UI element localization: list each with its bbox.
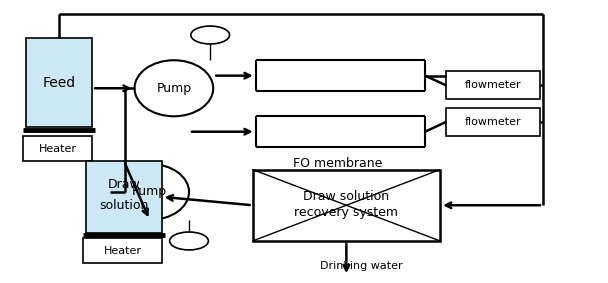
- Bar: [26, 38, 92, 127]
- Ellipse shape: [134, 60, 213, 116]
- Bar: [446, 108, 540, 136]
- Bar: [86, 161, 162, 233]
- Circle shape: [170, 232, 209, 250]
- Text: Heater: Heater: [39, 143, 77, 153]
- Bar: [83, 238, 162, 263]
- Text: Drinking water: Drinking water: [320, 261, 403, 271]
- Text: Heater: Heater: [103, 246, 142, 256]
- Ellipse shape: [110, 164, 189, 220]
- Bar: [22, 136, 92, 161]
- Bar: [252, 170, 440, 241]
- Text: flowmeter: flowmeter: [465, 117, 522, 127]
- Text: flowmeter: flowmeter: [465, 80, 522, 91]
- Text: Pump: Pump: [156, 82, 192, 95]
- Text: solution: solution: [100, 200, 149, 213]
- Text: Draw solution: Draw solution: [303, 190, 390, 203]
- Text: FO membrane: FO membrane: [292, 157, 382, 170]
- Text: recovery system: recovery system: [294, 207, 398, 219]
- Text: Draw: Draw: [108, 179, 140, 191]
- Text: Pump: Pump: [132, 185, 167, 198]
- Bar: [446, 71, 540, 99]
- Circle shape: [191, 26, 230, 44]
- Text: Feed: Feed: [43, 76, 75, 90]
